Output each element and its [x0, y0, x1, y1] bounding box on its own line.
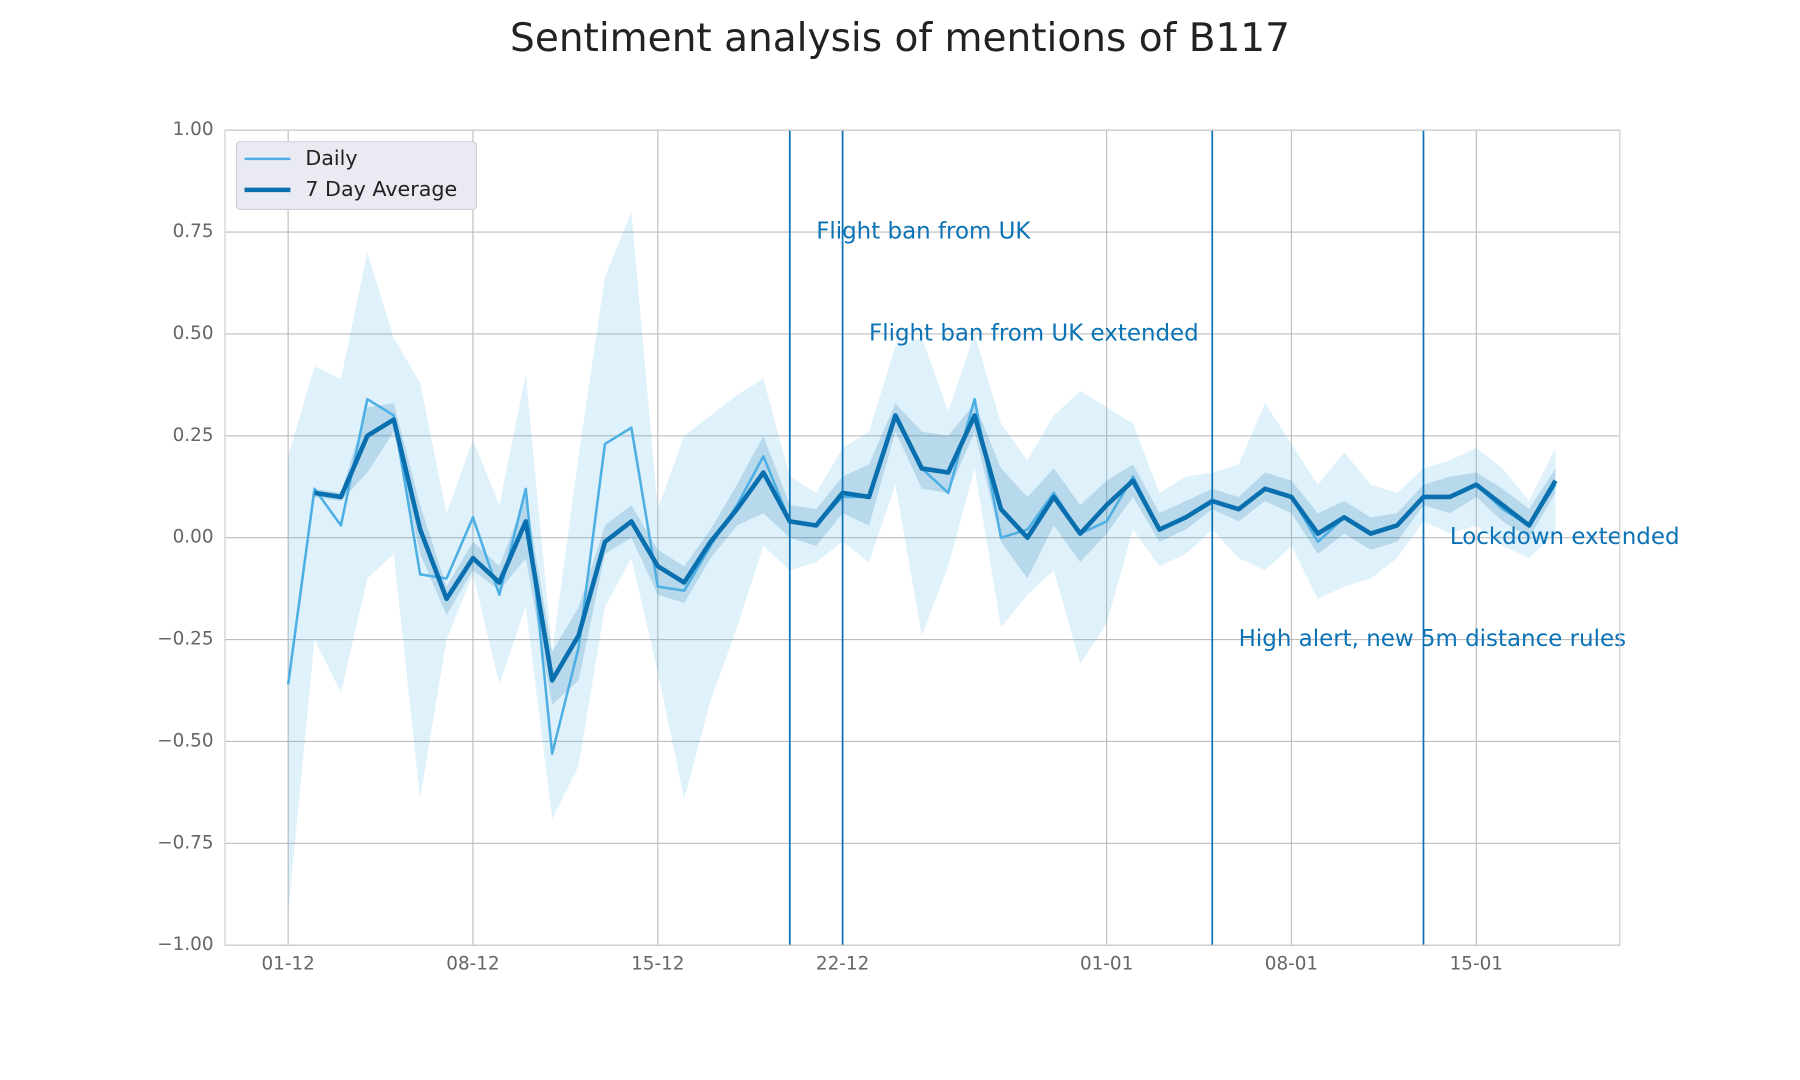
y-tick-label: −0.25: [157, 629, 213, 650]
confidence-band: [288, 211, 1556, 913]
y-tick-label: 0.75: [173, 221, 214, 242]
legend-label: Daily: [305, 146, 357, 170]
y-tick-label: 0.50: [173, 323, 214, 344]
x-tick-label: 08-01: [1265, 954, 1318, 975]
annotation: Flight ban from UK extended: [869, 320, 1199, 346]
legend: Daily 7 Day Average: [235, 141, 477, 210]
confidence-band: [314, 403, 1556, 705]
x-tick-label: 01-12: [261, 954, 314, 975]
annotation: Flight ban from UK: [816, 219, 1031, 245]
y-tick-label: 1.00: [173, 119, 214, 140]
x-tick-label: 22-12: [816, 954, 869, 975]
legend-label: 7 Day Average: [305, 177, 457, 201]
legend-box: [235, 141, 477, 210]
y-tick-label: −0.75: [157, 832, 213, 853]
x-tick-label: 01-01: [1080, 954, 1133, 975]
x-tick-label: 15-12: [631, 954, 684, 975]
annotation: High alert, new 5m distance rules: [1239, 626, 1626, 652]
y-tick-label: −0.50: [157, 730, 213, 751]
axes: −1.00 −0.75 −0.50 −0.25 0.00 0.25 0.50 0.75 1.00…: [157, 119, 1621, 975]
annotation: Lockdown extended: [1450, 524, 1680, 550]
series-line: [314, 413, 1558, 683]
chart-title: Sentiment analysis of mentions of B117: [510, 16, 1290, 61]
y-tick-label: 0.00: [173, 527, 214, 548]
x-tick-label: 15-01: [1450, 954, 1503, 975]
y-tick-label: −1.00: [157, 934, 213, 955]
plot: Flight ban from UK Flight ban from UK ext…: [286, 130, 1680, 946]
plot-frame: [224, 129, 1621, 946]
y-tick-label: 0.25: [173, 425, 214, 446]
x-tick-label: 08-12: [446, 954, 499, 975]
